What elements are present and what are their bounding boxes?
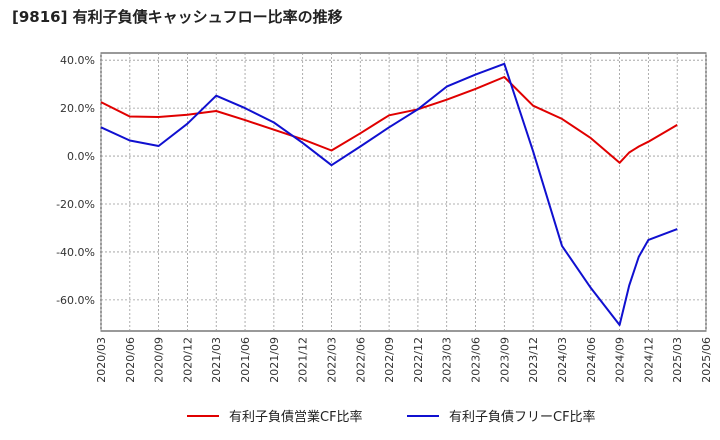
x-tick-label: 2021/09 <box>268 337 281 383</box>
x-tick-label: 2023/06 <box>470 337 483 383</box>
grid-lines <box>100 53 707 331</box>
y-tick-label: 40.0% <box>60 54 95 67</box>
plot-frame <box>100 52 707 332</box>
x-tick-label: 2024/03 <box>556 337 569 383</box>
x-tick-label: 2021/03 <box>210 337 223 383</box>
y-tick-label: -20.0% <box>56 198 95 211</box>
legend-label-2: 有利子負債フリーCF比率 <box>449 409 596 425</box>
y-tick-label: -60.0% <box>56 294 95 307</box>
x-tick-label: 2020/03 <box>95 337 108 383</box>
x-tick-label: 2023/09 <box>498 337 511 383</box>
x-tick-label: 2024/12 <box>642 337 655 383</box>
x-tick-label: 2025/06 <box>700 337 713 383</box>
y-tick-label: -40.0% <box>56 246 95 259</box>
x-tick-label: 2024/06 <box>585 337 598 383</box>
x-tick-label: 2023/03 <box>441 337 454 383</box>
x-tick-label: 2020/09 <box>153 337 166 383</box>
x-tick-label: 2024/09 <box>614 337 627 383</box>
chart-title: [9816] 有利子負債キャッシュフロー比率の推移 <box>12 8 343 26</box>
series-line-2 <box>100 62 678 326</box>
x-tick-label: 2022/12 <box>412 337 425 383</box>
x-tick-label: 2022/06 <box>354 337 367 383</box>
x-tick-label: 2020/12 <box>181 337 194 383</box>
plot-area <box>100 52 707 332</box>
legend-label-1: 有利子負債営業CF比率 <box>229 409 363 425</box>
x-tick-label: 2022/09 <box>383 337 396 383</box>
x-tick-label: 2020/06 <box>124 337 137 383</box>
x-tick-label: 2022/03 <box>325 337 338 383</box>
y-tick-label: 20.0% <box>60 102 95 115</box>
x-axis-ticks: 2020/03 2020/06 2020/09 2020/12 2021/03 2021/… <box>95 337 713 383</box>
x-tick-label: 2021/06 <box>239 337 252 383</box>
legend: 有利子負債営業CF比率 有利子負債フリーCF比率 <box>187 409 596 425</box>
x-tick-label: 2021/12 <box>297 337 310 383</box>
y-axis-ticks: 40.0% 20.0% 0.0% -20.0% -40.0% -60.0% <box>56 54 95 307</box>
y-tick-label: 0.0% <box>67 150 95 163</box>
x-tick-label: 2023/12 <box>527 337 540 383</box>
series-layer <box>100 62 678 326</box>
x-tick-label: 2025/03 <box>671 337 684 383</box>
